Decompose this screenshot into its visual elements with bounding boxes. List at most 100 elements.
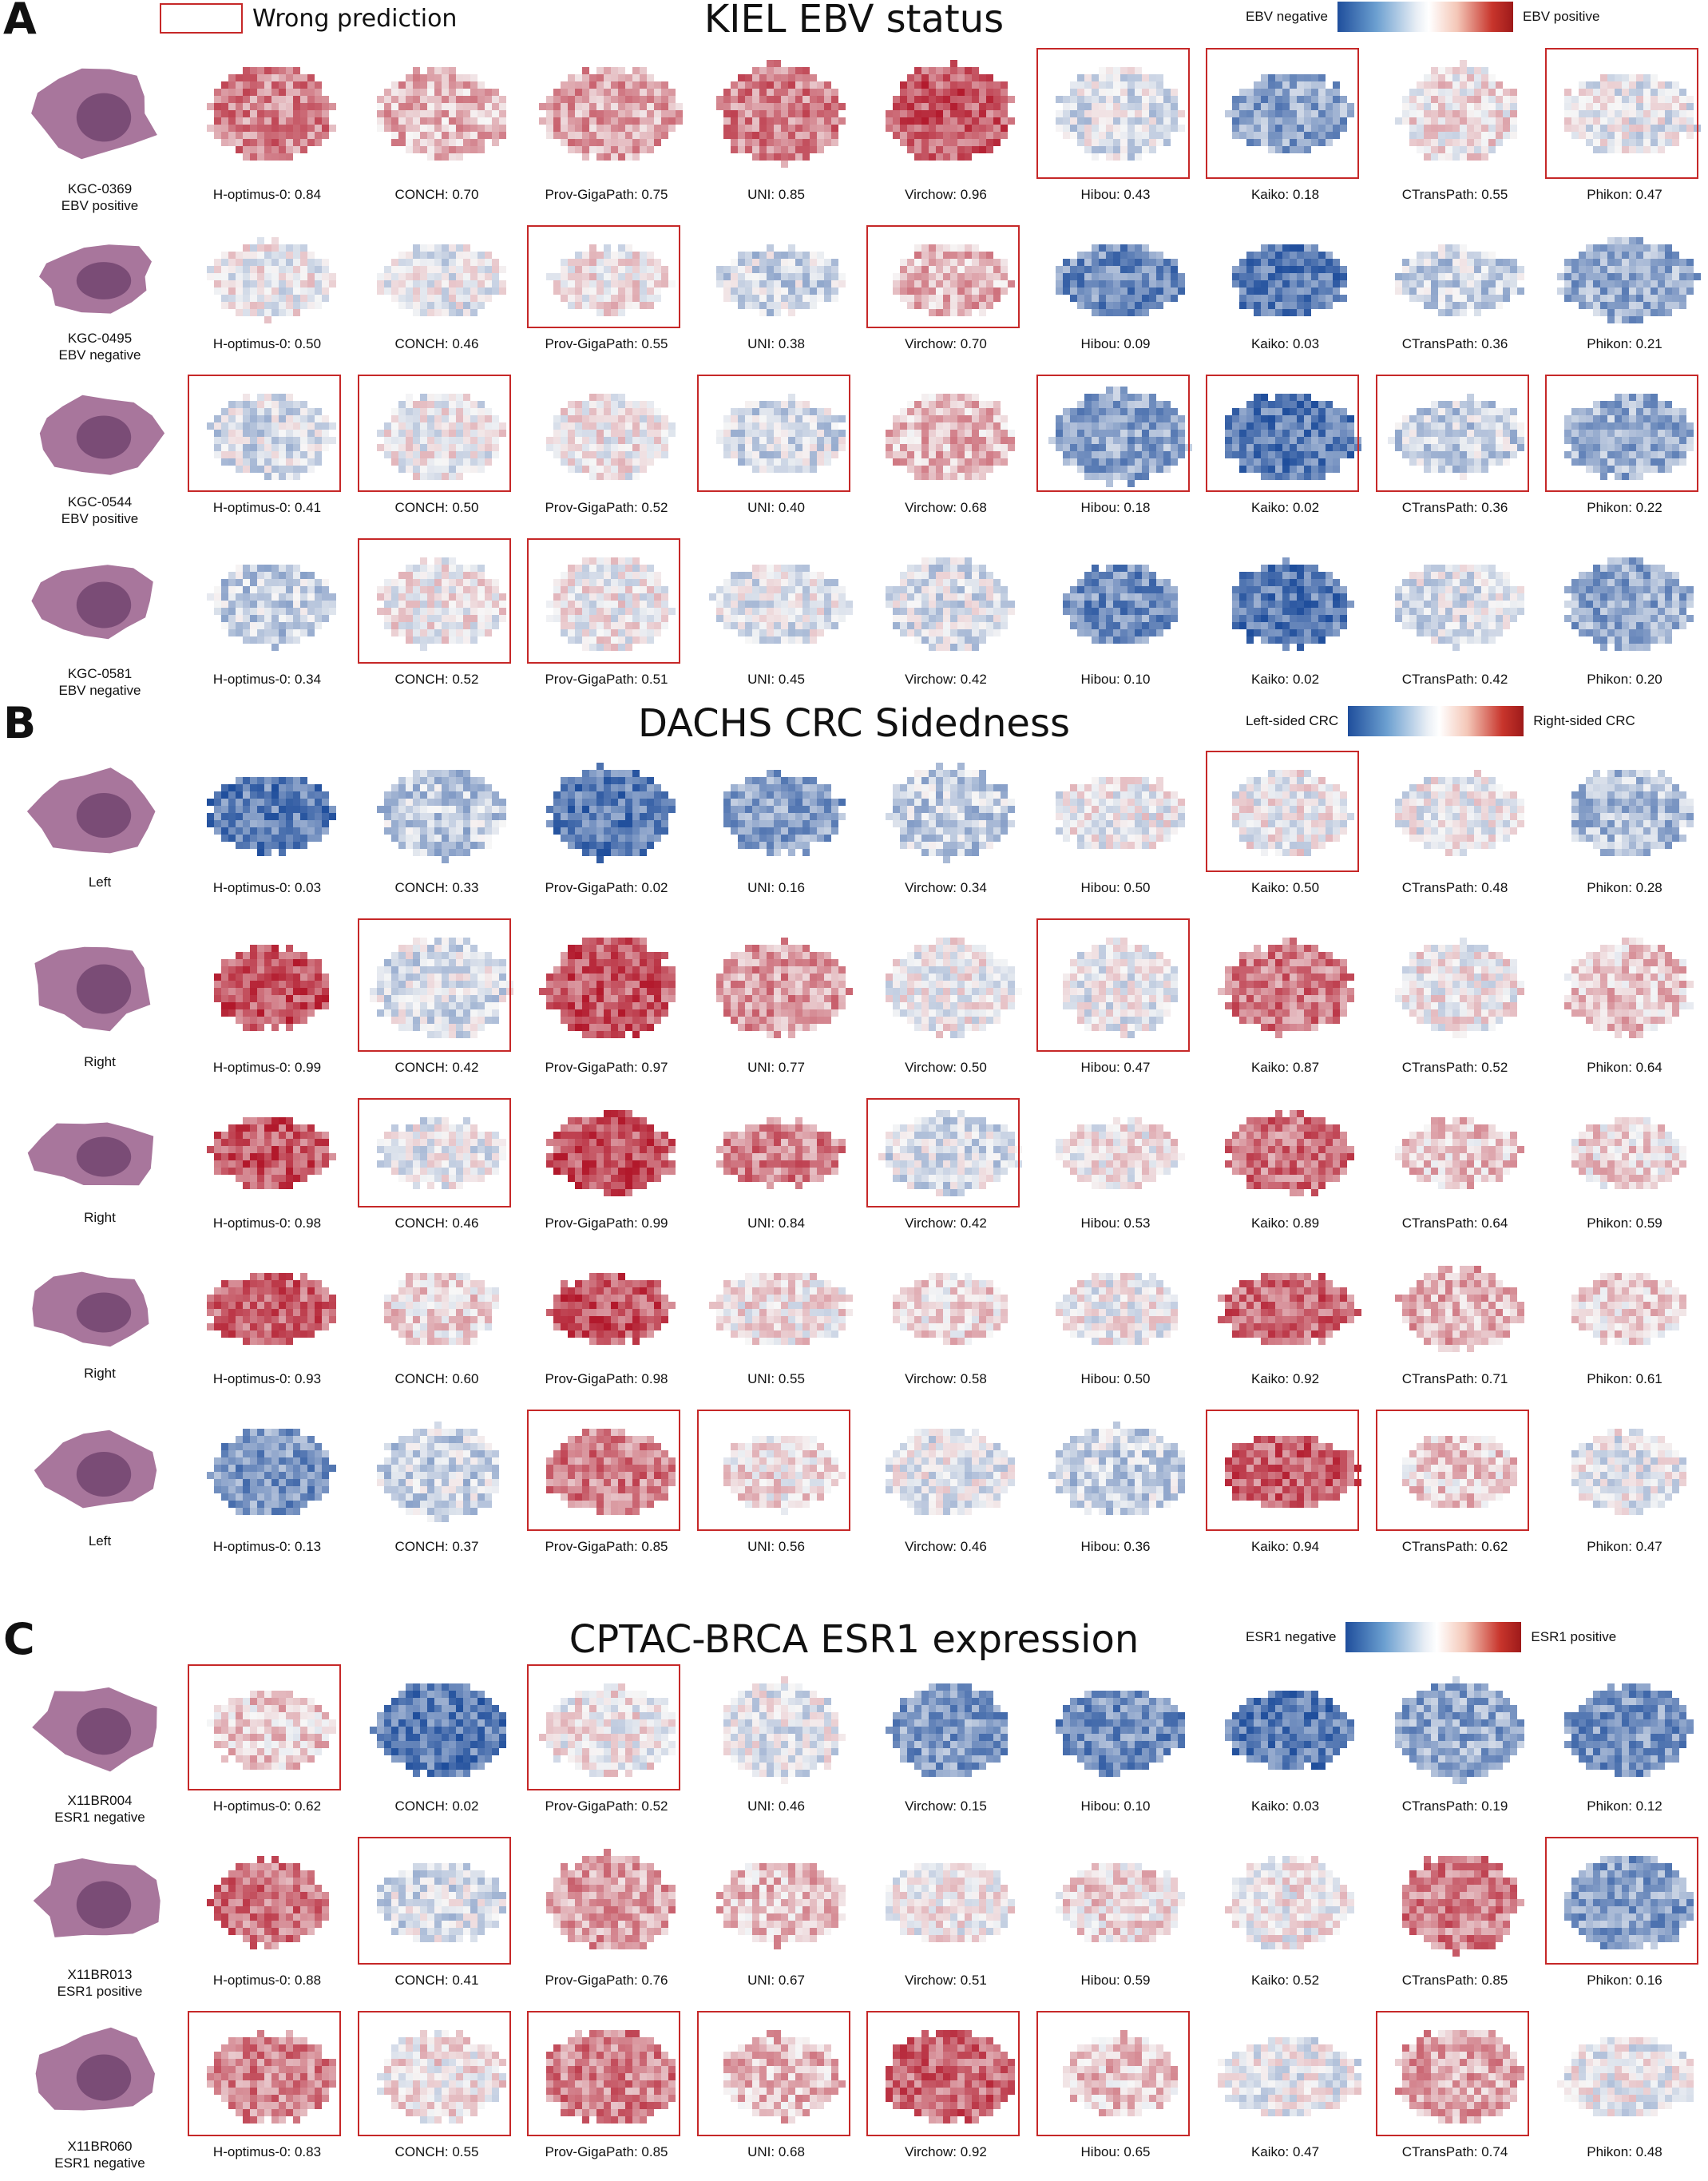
heatmap-tile xyxy=(788,132,795,139)
heatmap-tile xyxy=(478,295,485,302)
heatmap-tile xyxy=(236,280,243,287)
heatmap-tile xyxy=(795,273,802,280)
heatmap-tile xyxy=(986,422,993,430)
heatmap-tile xyxy=(300,103,307,110)
heatmap-tile xyxy=(1467,125,1474,132)
case-id: KGC-0495 xyxy=(0,330,200,347)
heatmap-tile xyxy=(1467,302,1474,309)
model-name: H-optimus-0 xyxy=(213,500,287,515)
model-separator: : xyxy=(1116,187,1123,202)
heatmap-tile xyxy=(618,103,625,110)
heatmap-tile xyxy=(1600,280,1607,287)
heatmap-tile xyxy=(1120,280,1127,287)
heatmap-tile xyxy=(420,309,427,316)
heatmap-tile xyxy=(236,74,243,81)
heatmap-tile xyxy=(286,572,293,579)
heatmap-tile xyxy=(499,280,506,287)
heatmap-tile xyxy=(228,579,236,586)
heatmap-tile xyxy=(921,146,929,153)
heatmap-tile xyxy=(929,81,936,89)
model-separator: : xyxy=(1116,336,1123,351)
heatmap-tile xyxy=(243,636,250,644)
heatmap-tile xyxy=(1665,302,1672,309)
heatmap-tile xyxy=(1460,117,1467,125)
heatmap-tile xyxy=(1579,287,1586,295)
heatmap-tile xyxy=(1622,259,1629,266)
heatmap-tile xyxy=(738,103,745,110)
heatmap-tile xyxy=(957,415,965,422)
heatmap-tile xyxy=(1424,266,1431,273)
heatmap-tile xyxy=(788,287,795,295)
heatmap-tile xyxy=(1643,259,1651,266)
heatmap-tile xyxy=(738,146,745,153)
heatmap-tile xyxy=(1488,74,1496,81)
heatmap-tile xyxy=(957,96,965,103)
heatmap-tile xyxy=(1290,302,1297,309)
heatmap-tile xyxy=(943,74,950,81)
heatmap-tile xyxy=(1452,139,1460,146)
heatmap-tile xyxy=(668,89,676,96)
heatmap-tile xyxy=(1503,103,1510,110)
heatmap-tile xyxy=(1070,266,1077,273)
heatmap-tile xyxy=(228,601,236,608)
heatmap-tile xyxy=(427,89,434,96)
heatmap-tile xyxy=(1438,67,1445,74)
heatmap-tile xyxy=(434,74,442,81)
heatmap-tile xyxy=(618,153,625,161)
heatmap-tile xyxy=(1496,295,1503,302)
heatmap-tile xyxy=(492,89,499,96)
heatmap-tile xyxy=(271,237,279,244)
heatmap-tile xyxy=(950,437,957,444)
heatmap-tile xyxy=(795,125,802,132)
heatmap-tile xyxy=(1297,266,1304,273)
model-score-label: Prov-GigaPath: 0.55 xyxy=(521,336,692,352)
heatmap-tile xyxy=(315,295,322,302)
heatmap-tile xyxy=(257,103,264,110)
heatmap-tile xyxy=(398,125,406,132)
heatmap-tile xyxy=(632,466,640,473)
heatmap-tile xyxy=(1431,252,1438,259)
heatmap-tile xyxy=(1496,302,1503,309)
heatmap-tile xyxy=(1431,287,1438,295)
heatmap-tile xyxy=(965,466,972,473)
heatmap-tile xyxy=(921,103,929,110)
heatmap-tile xyxy=(413,132,420,139)
heatmap-tile xyxy=(1311,273,1318,280)
heatmap-tile xyxy=(1503,273,1510,280)
heatmap-tile xyxy=(449,302,456,309)
heatmap-tile xyxy=(1629,273,1636,280)
heatmap-tile xyxy=(279,586,286,593)
heatmap-tile xyxy=(228,259,236,266)
heatmap-tile xyxy=(1431,266,1438,273)
heatmap-tile xyxy=(413,280,420,287)
heatmap-tile xyxy=(1467,259,1474,266)
heatmap-tile xyxy=(1340,266,1347,273)
heatmap-tile xyxy=(420,273,427,280)
heatmap-tile xyxy=(795,302,802,309)
heatmap-tile xyxy=(795,89,802,96)
heatmap-tile xyxy=(1467,266,1474,273)
heatmap-tile xyxy=(1593,295,1600,302)
heatmap-tile xyxy=(575,422,582,430)
heatmap-tile xyxy=(795,266,802,273)
heatmap-tile xyxy=(668,96,676,103)
heatmap-tile xyxy=(1600,252,1607,259)
heatmap-tile xyxy=(413,81,420,89)
heatmap-tile xyxy=(611,430,618,437)
heatmap-tile xyxy=(1077,266,1084,273)
heatmap-tile xyxy=(1304,252,1311,259)
heatmap-tile xyxy=(1600,273,1607,280)
heatmap-tile xyxy=(950,473,957,480)
heatmap-tile xyxy=(575,110,582,117)
heatmap-tile xyxy=(250,622,257,629)
heatmap-tile xyxy=(377,110,384,117)
heatmap-tile xyxy=(1268,244,1275,252)
heatmap-tile xyxy=(810,259,817,266)
heatmap-tile xyxy=(929,415,936,422)
heatmap-tile xyxy=(936,408,943,415)
heatmap-tile xyxy=(293,244,300,252)
heatmap-tile xyxy=(300,244,307,252)
heatmap-tile xyxy=(1120,302,1127,309)
heatmap-tile xyxy=(1424,81,1431,89)
heatmap-tile xyxy=(907,444,914,451)
